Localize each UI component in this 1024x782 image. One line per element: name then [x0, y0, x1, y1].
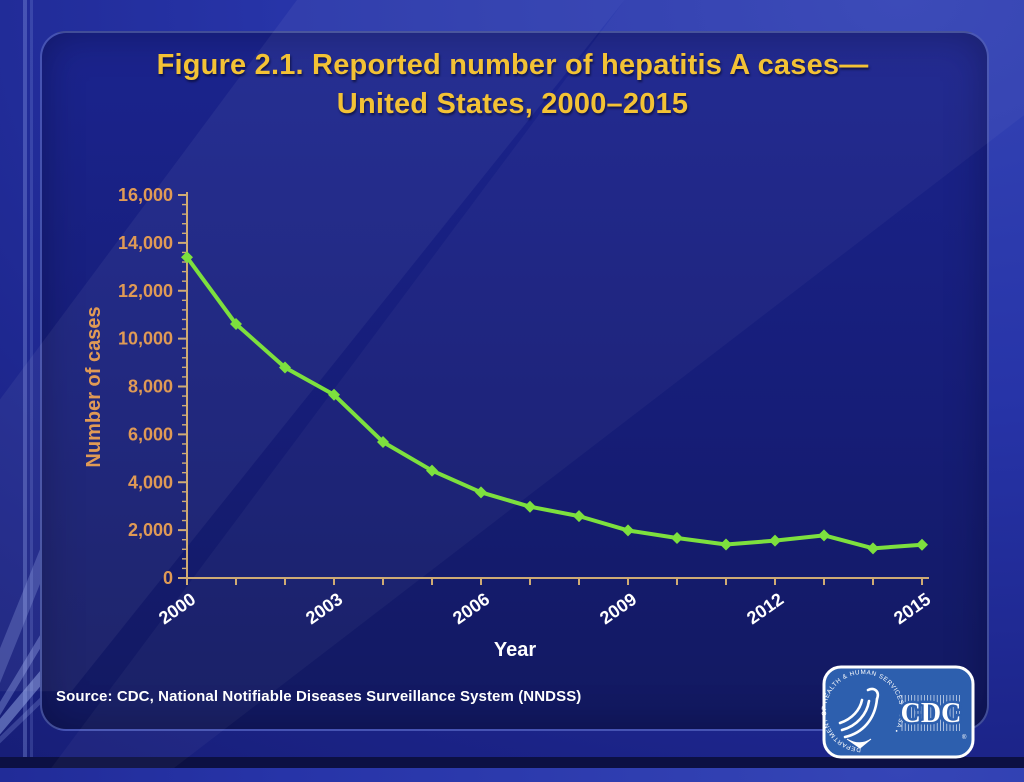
cdc-hatch-lines: [901, 695, 960, 731]
registered-mark: ®: [962, 734, 967, 741]
figure-title-line1: Figure 2.1. Reported number of hepatitis…: [156, 49, 869, 81]
figure-title-line2: United States, 2000–2015: [336, 88, 689, 120]
figure-title: Figure 2.1. Reported number of hepatitis…: [60, 46, 965, 124]
source-note: Source: CDC, National Notifiable Disease…: [56, 688, 582, 705]
cdc-logo-group: DEPARTMENT OF HEALTH & HUMAN SERVICES • …: [821, 665, 975, 759]
cdc-acronym-block: CDC ®: [898, 695, 967, 741]
hhs-eagle-icon: [838, 687, 880, 749]
cdc-acronym: CDC: [901, 698, 962, 729]
